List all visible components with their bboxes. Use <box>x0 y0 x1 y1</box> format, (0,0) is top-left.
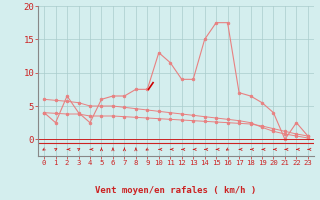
X-axis label: Vent moyen/en rafales ( km/h ): Vent moyen/en rafales ( km/h ) <box>95 186 257 195</box>
